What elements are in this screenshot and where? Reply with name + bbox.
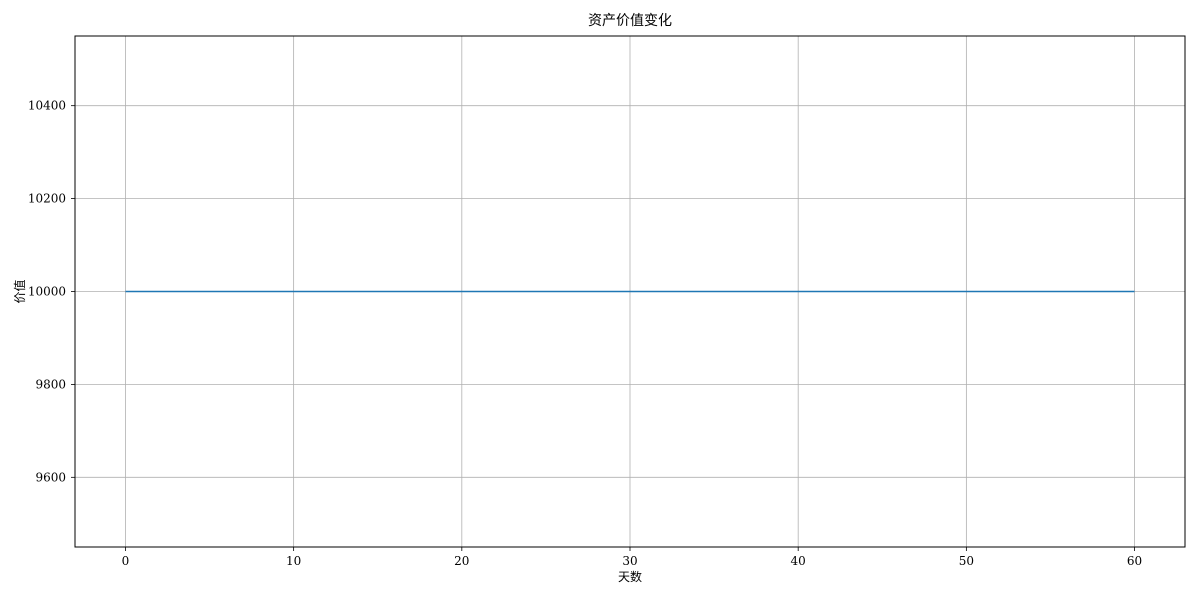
x-tick-label: 10: [286, 554, 301, 568]
x-tick-label: 50: [959, 554, 974, 568]
y-tick-label: 10000: [28, 285, 66, 299]
x-axis-ticks: 0 10 20 30 40 50 60: [122, 547, 1142, 568]
chart-title: 资产价值变化: [588, 13, 672, 29]
x-tick-label: 40: [791, 554, 806, 568]
x-tick-label: 60: [1127, 554, 1142, 568]
y-axis-title: 价值: [12, 279, 27, 303]
y-tick-label: 9600: [35, 470, 66, 484]
x-axis-title: 天数: [618, 569, 642, 584]
y-tick-label: 10400: [28, 99, 66, 113]
y-axis-ticks: 9600 9800 10000 10200 10400: [28, 99, 75, 484]
y-tick-label: 10200: [28, 192, 66, 206]
y-tick-label: 9800: [35, 377, 66, 391]
x-tick-label: 20: [454, 554, 469, 568]
x-tick-label: 0: [122, 554, 130, 568]
x-tick-label: 30: [622, 554, 637, 568]
